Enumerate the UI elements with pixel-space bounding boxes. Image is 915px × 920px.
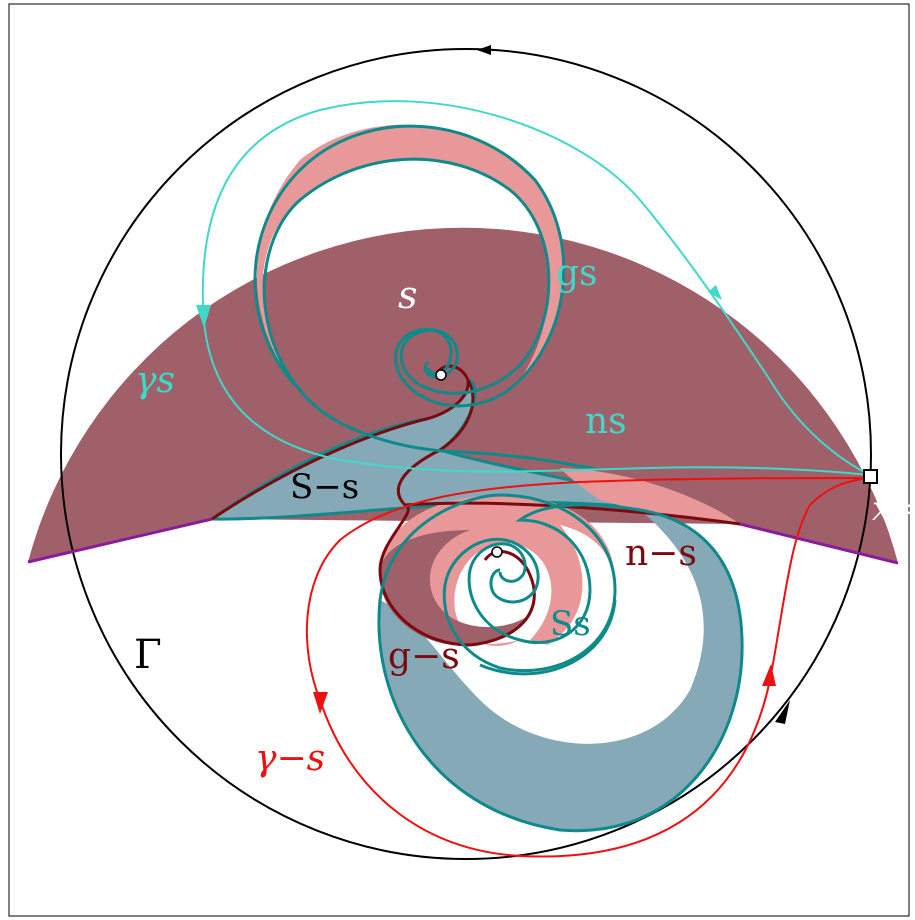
cyan-orbit-gamma-s <box>201 100 871 476</box>
label-s-s: Ss <box>550 604 591 644</box>
teal-lower-spiral-inner <box>467 503 744 645</box>
cyan-arrow-right <box>708 285 722 300</box>
figure-frame <box>8 3 910 917</box>
label-gamma: Γ <box>134 632 162 678</box>
circle-lower-arrow <box>775 700 790 724</box>
purple-chord-right <box>739 522 899 565</box>
point-x-star <box>863 469 878 484</box>
fixed-point-upper <box>435 369 447 381</box>
label-g-minus-s: g−s <box>388 636 460 677</box>
red-arrow-right <box>762 664 776 686</box>
cyan-arrow-left <box>196 305 211 328</box>
label-n-minus-s: n−s <box>625 533 697 574</box>
teal-upper-spiral <box>253 124 566 408</box>
red-arrow-left <box>313 692 328 714</box>
label-s: s <box>398 273 418 317</box>
label-n-s: ns <box>585 401 627 442</box>
region-s-s <box>378 510 743 831</box>
red-orbit-gamma-minus-s <box>305 477 871 858</box>
teal-upper-left-arm <box>298 389 601 472</box>
label-gamma-minus-s: γ−s <box>255 738 325 779</box>
region-lower-dark <box>379 530 530 646</box>
fixed-point-lower <box>491 546 503 558</box>
region-lower-white <box>480 525 616 674</box>
teal-upper-spiral-inner <box>262 157 551 395</box>
label-s-minus-s: S−s <box>290 467 359 507</box>
purple-chord-left <box>27 517 213 564</box>
label-x-star: x∗ <box>872 489 914 529</box>
teal-lower-spiral <box>377 493 744 833</box>
label-gamma-s: γs <box>135 360 175 401</box>
teal-s-s-inner <box>479 599 617 676</box>
circle-gamma <box>60 48 872 860</box>
label-g-s: gs <box>556 253 598 294</box>
